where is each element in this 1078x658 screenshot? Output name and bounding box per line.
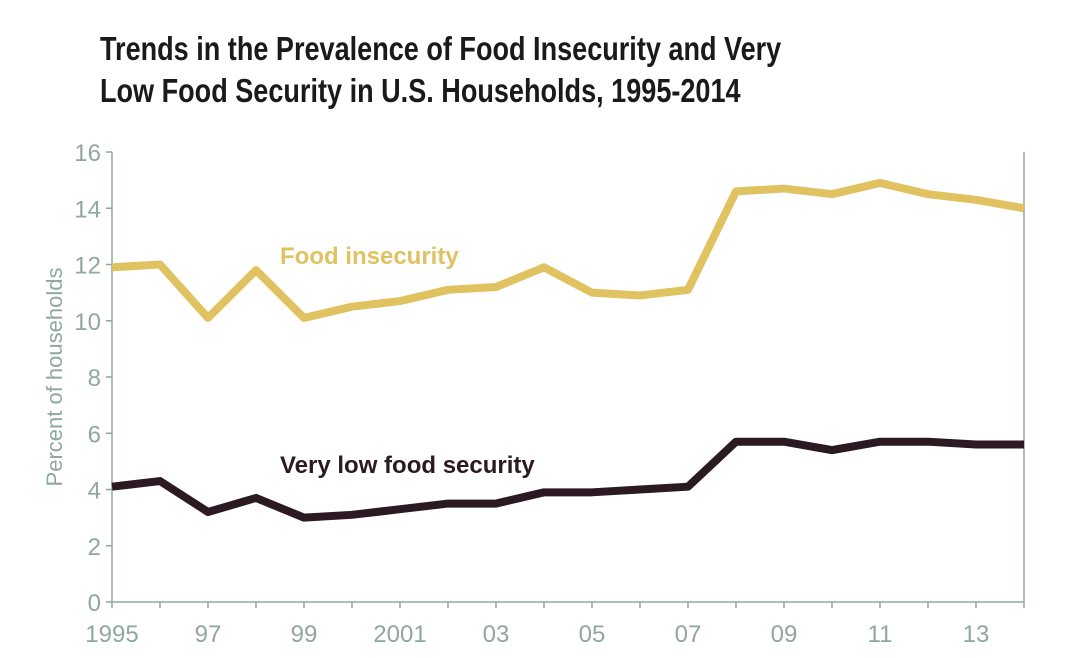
y-tick-label: 0 xyxy=(88,590,101,617)
y-tick-label: 8 xyxy=(88,365,101,392)
series-label-very-low-food-security: Very low food security xyxy=(280,452,535,479)
y-tick-label: 4 xyxy=(88,478,101,505)
x-tick-label: 11 xyxy=(868,621,893,648)
y-tick-label: 16 xyxy=(74,140,101,167)
y-tick-label: 12 xyxy=(74,253,101,280)
y-tick-label: 10 xyxy=(74,309,101,336)
x-tick-label: 1995 xyxy=(85,621,138,648)
x-tick-label: 07 xyxy=(675,621,702,648)
y-axis-label: Percent of households xyxy=(42,268,67,487)
series-label-food-insecurity: Food insecurity xyxy=(280,243,459,270)
x-tick-label: 97 xyxy=(195,621,222,648)
x-tick-label: 05 xyxy=(579,621,606,648)
title-line-1: Trends in the Prevalence of Food Insecur… xyxy=(100,30,782,67)
y-tick-label: 6 xyxy=(88,421,101,448)
title-line-2: Low Food Security in U.S. Households, 19… xyxy=(100,72,741,109)
x-tick-label: 13 xyxy=(963,621,990,648)
series-line-very-low-food-security xyxy=(111,437,1024,522)
x-tick-label: 03 xyxy=(483,621,510,648)
x-tick-label: 99 xyxy=(291,621,318,648)
y-tick-label: 14 xyxy=(74,196,101,223)
x-tick-label: 09 xyxy=(771,621,798,648)
series-line-food-insecurity xyxy=(111,178,1025,322)
x-tick-label: 2001 xyxy=(373,621,426,648)
y-tick-label: 2 xyxy=(88,534,101,561)
chart-title: Trends in the Prevalence of Food Insecur… xyxy=(100,28,781,112)
